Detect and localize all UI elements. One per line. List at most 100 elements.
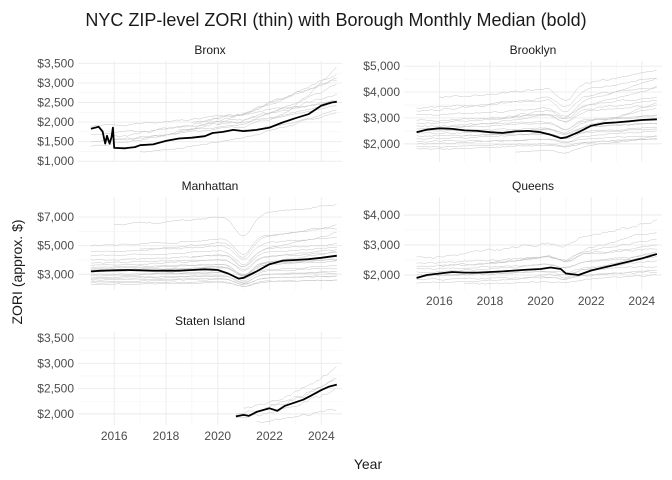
- zip-series-line: [464, 107, 657, 137]
- y-tick-label: $3,000: [37, 76, 74, 90]
- zip-series-line: [269, 66, 337, 119]
- zip-series-line: [464, 274, 657, 285]
- y-tick-label: $2,500: [37, 382, 74, 396]
- zip-series-line: [416, 248, 657, 264]
- zip-series-line: [416, 97, 657, 117]
- panel-brooklyn: Brooklyn $2,000 $3,000 $4,000 $5,000: [363, 43, 662, 162]
- zip-series-line: [416, 138, 657, 150]
- zip-series-line: [439, 238, 657, 267]
- zip-series-line: [416, 104, 657, 123]
- zip-series-line: [140, 112, 337, 153]
- zip-series-line: [416, 86, 657, 113]
- zip-series-line: [90, 237, 337, 260]
- panel-title-brooklyn: Brooklyn: [510, 43, 557, 57]
- zip-series-line: [416, 114, 657, 130]
- y-tick-label: $3,500: [37, 331, 74, 345]
- y-tick-label: $1,000: [37, 154, 74, 168]
- zip-series-line: [90, 279, 337, 287]
- panel-title-manhattan: Manhattan: [182, 179, 239, 193]
- x-axis-label: Year: [354, 456, 383, 472]
- zip-series-line: [416, 253, 657, 274]
- x-tick-label: 2024: [308, 429, 335, 443]
- zip-series-line: [416, 244, 657, 267]
- zip-series-line: [243, 366, 337, 409]
- zip-series-line: [90, 79, 337, 147]
- x-tick-label: 2020: [204, 429, 231, 443]
- y-tick-label: $7,000: [37, 210, 74, 224]
- y-tick-label: $5,000: [363, 59, 400, 73]
- y-tick-label: $1,500: [37, 135, 74, 149]
- zip-series-line: [416, 126, 657, 140]
- zip-series-line: [489, 77, 657, 119]
- borough-median-line-manhattan: [90, 254, 337, 280]
- chart-title: NYC ZIP-level ZORI (thin) with Borough M…: [85, 10, 586, 30]
- panel-title-queens: Queens: [512, 179, 554, 193]
- zip-series-line: [416, 219, 657, 259]
- zip-series-line: [416, 114, 657, 130]
- gridlines: [78, 61, 342, 162]
- x-tick-label: 2022: [256, 429, 283, 443]
- zip-series-line: [235, 388, 336, 419]
- x-tick-label: 2016: [426, 294, 453, 308]
- zip-series-line: [90, 275, 337, 286]
- zip-series-line: [90, 101, 337, 135]
- zip-series-line: [90, 264, 337, 280]
- y-axis-label: ZORI (approx. $): [9, 219, 25, 324]
- gridlines: [404, 197, 662, 290]
- borough-median-line-bronx: [90, 100, 337, 150]
- zip-lines: [416, 70, 657, 154]
- borough-median-line-queens: [416, 253, 658, 279]
- zip-series-line: [489, 232, 657, 264]
- zip-series-line: [416, 77, 657, 112]
- zip-series-line: [416, 128, 657, 138]
- zip-series-line: [114, 105, 337, 141]
- zip-series-line: [515, 135, 657, 154]
- y-tick-label: $2,000: [37, 407, 74, 421]
- zip-series-line: [191, 73, 337, 123]
- facet-panels: Bronx $1,000 $1,500 $2,000 $2,500 $3,000 $3,50…: [37, 43, 662, 443]
- panel-title-staten-island: Staten Island: [175, 314, 245, 328]
- y-tick-label: $2,500: [37, 95, 74, 109]
- zip-series-line: [90, 247, 337, 267]
- x-tick-label: 2022: [578, 294, 605, 308]
- y-tick-label: $4,000: [363, 208, 400, 222]
- zip-series-line: [90, 271, 337, 283]
- zip-lines: [235, 366, 337, 423]
- zip-series-line: [416, 130, 657, 145]
- gridlines: [78, 197, 342, 290]
- zip-series-line: [439, 87, 657, 129]
- panel-title-bronx: Bronx: [194, 43, 225, 57]
- y-tick-label: $5,000: [37, 239, 74, 253]
- y-tick-label: $3,500: [37, 56, 74, 70]
- zip-series-line: [439, 70, 657, 102]
- zip-lines: [90, 66, 337, 153]
- zip-series-line: [416, 138, 657, 148]
- x-tick-label: 2018: [153, 429, 180, 443]
- y-tick-label: $3,000: [37, 356, 74, 370]
- zip-series-line: [140, 224, 337, 258]
- zip-series-line: [178, 102, 337, 131]
- panel-staten-island: Staten Island $2,000 $2,500 $3,000 $3,500 201…: [37, 314, 342, 443]
- zip-series-line: [269, 377, 337, 406]
- y-tick-label: $2,000: [363, 268, 400, 282]
- zip-series-line: [416, 256, 657, 270]
- gridlines: [78, 332, 342, 425]
- zip-series-line: [540, 251, 657, 279]
- x-tick-label: 2020: [527, 294, 554, 308]
- zip-series-line: [416, 270, 657, 284]
- zip-series-line: [217, 84, 337, 126]
- zip-lines: [416, 219, 657, 285]
- zip-series-line: [90, 249, 337, 270]
- zip-series-line: [416, 100, 657, 124]
- x-tick-label: 2018: [477, 294, 504, 308]
- zip-series-line: [114, 203, 337, 237]
- borough-median-line-brooklyn: [416, 118, 657, 140]
- zip-series-line: [416, 260, 657, 278]
- y-tick-label: $3,000: [363, 111, 400, 125]
- y-tick-label: $4,000: [363, 85, 400, 99]
- zip-series-line: [256, 409, 337, 423]
- zip-series-line: [90, 260, 337, 277]
- zip-series-line: [191, 232, 337, 267]
- zip-series-line: [235, 379, 336, 416]
